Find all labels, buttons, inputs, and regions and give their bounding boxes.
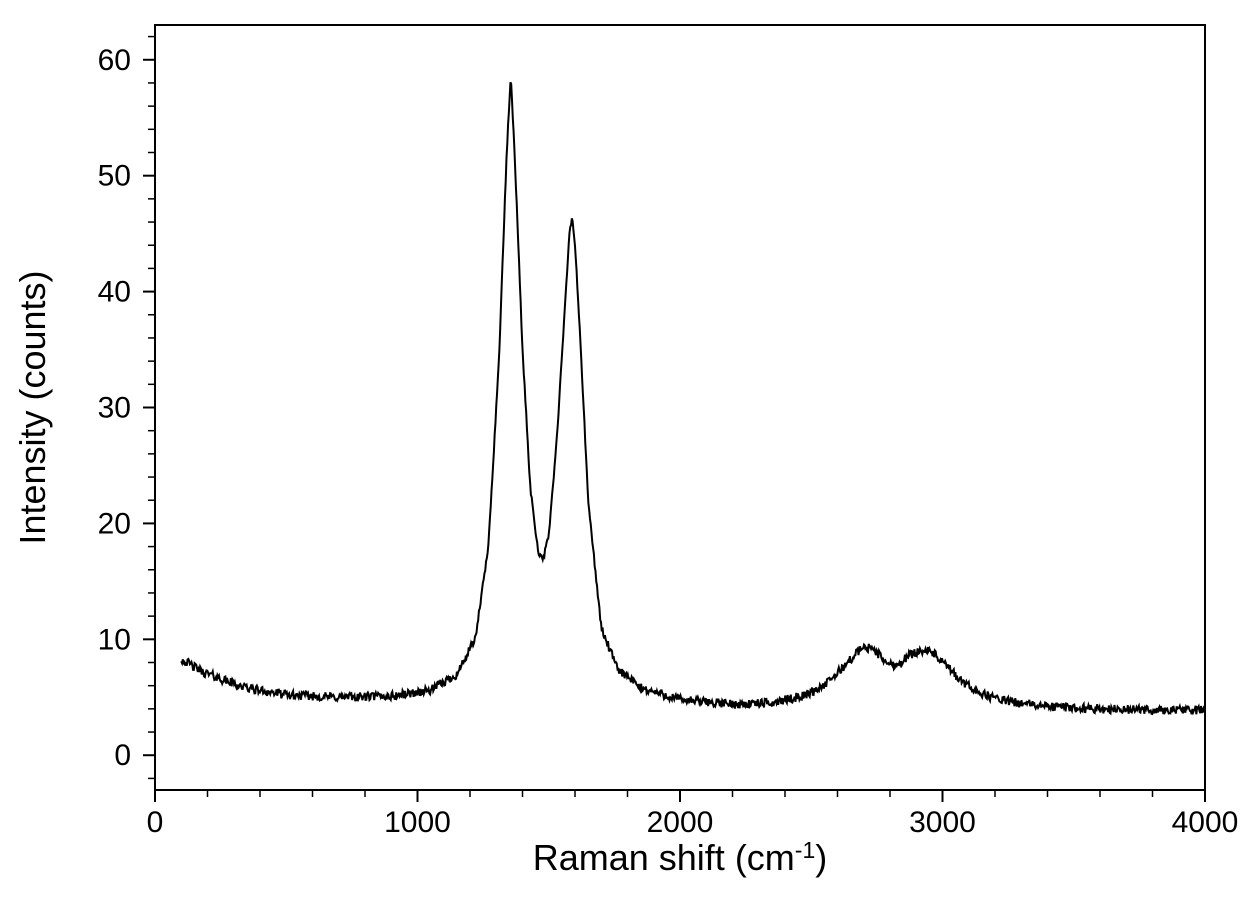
svg-text:0: 0 [147, 806, 164, 839]
svg-text:0: 0 [114, 739, 131, 772]
svg-text:30: 30 [98, 392, 131, 425]
svg-text:Intensity (counts): Intensity (counts) [12, 270, 53, 544]
chart-svg: 0 1000 2000 3000 4000 0 10 20 30 40 50 60 Raman shif… [0, 0, 1240, 918]
svg-text:40: 40 [98, 276, 131, 309]
svg-text:Raman shift (cm-1): Raman shift (cm-1) [533, 837, 828, 878]
svg-text:2000: 2000 [647, 806, 714, 839]
raman-chart: 0 1000 2000 3000 4000 0 10 20 30 40 50 60 Raman shif… [0, 0, 1240, 918]
svg-text:10: 10 [98, 623, 131, 656]
svg-text:50: 50 [98, 160, 131, 193]
svg-text:20: 20 [98, 507, 131, 540]
svg-text:1000: 1000 [384, 806, 451, 839]
svg-text:3000: 3000 [909, 806, 976, 839]
svg-text:60: 60 [98, 44, 131, 77]
spectrum-line [181, 82, 1205, 714]
svg-text:4000: 4000 [1172, 806, 1239, 839]
